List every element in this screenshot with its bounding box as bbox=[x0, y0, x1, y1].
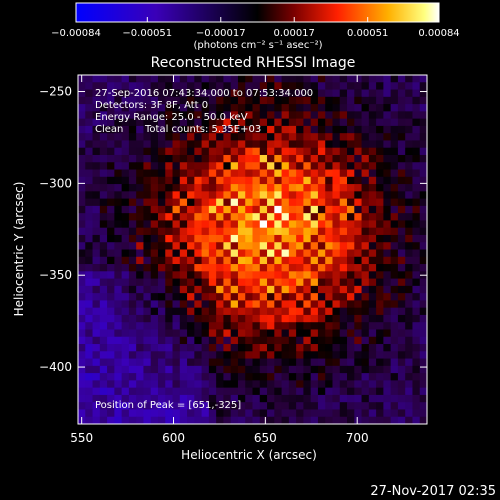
annotation-energy-range: Energy Range: 25.0 - 50.0 keV bbox=[95, 112, 248, 123]
colorbar-units: (photons cm⁻² s⁻¹ asec⁻²) bbox=[193, 40, 322, 51]
y-tick-label: −400 bbox=[39, 360, 72, 374]
x-tick-label: 650 bbox=[254, 431, 277, 445]
heatmap-image bbox=[78, 75, 427, 424]
colorbar-tick-label: 0.00051 bbox=[347, 28, 388, 39]
colorbar-tick-label: −0.00051 bbox=[122, 28, 172, 39]
colorbar-tick-label: 0.00017 bbox=[274, 28, 315, 39]
y-tick-label: −250 bbox=[39, 85, 72, 99]
annotation-detectors: Detectors: 3F 8F, Att 0 bbox=[95, 100, 208, 111]
x-tick-label: 550 bbox=[70, 431, 93, 445]
colorbar-tick-label: −0.00084 bbox=[51, 28, 101, 39]
y-tick-label: −350 bbox=[39, 268, 72, 282]
plot-frame bbox=[77, 74, 428, 425]
colorbar-tick-label: −0.00017 bbox=[196, 28, 246, 39]
colorbar-ticks: −0.00084 −0.00051 −0.00017 0.00017 0.00051 0.… bbox=[51, 17, 460, 39]
y-axis-label: Heliocentric Y (arcsec) bbox=[12, 182, 26, 317]
chart-title: Reconstructed RHESSI Image bbox=[151, 55, 356, 71]
colorbar-tick-label: 0.00084 bbox=[418, 28, 459, 39]
annotation-peak-position: Position of Peak = [651,-325] bbox=[95, 400, 241, 411]
annotation-clean: Clean bbox=[95, 124, 123, 135]
x-tick-label: 600 bbox=[162, 431, 185, 445]
colorbar bbox=[75, 2, 440, 23]
footer-timestamp: 27-Nov-2017 02:35 bbox=[370, 484, 496, 499]
y-tick-label: −300 bbox=[39, 176, 72, 190]
x-axis-label: Heliocentric X (arcsec) bbox=[181, 448, 317, 462]
x-tick-label: 700 bbox=[346, 431, 369, 445]
annotation-time-range: 27-Sep-2016 07:43:34.000 to 07:53:34.000 bbox=[95, 88, 313, 99]
y-axis-ticks: −250 −300 −350 −400 bbox=[39, 85, 427, 374]
annotation-total-counts: Total counts: 5.35E+03 bbox=[144, 124, 261, 135]
x-axis-ticks: 550 600 650 700 bbox=[70, 75, 369, 445]
